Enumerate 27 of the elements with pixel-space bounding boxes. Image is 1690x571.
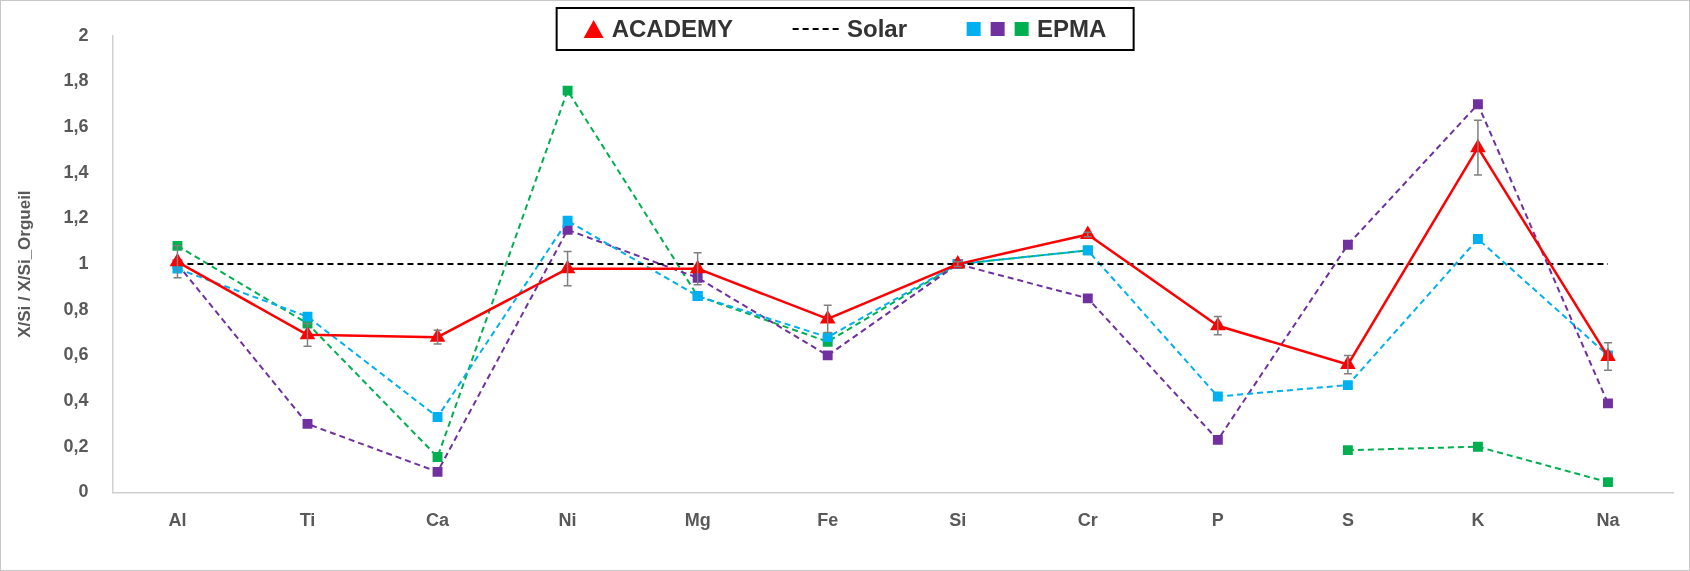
x-tick-label: S (1341, 510, 1354, 531)
x-tick-label: Al (168, 510, 187, 531)
legend-label: EPMA (1037, 15, 1107, 43)
y-tick-label: 1 (78, 253, 89, 274)
y-tick-label: 0,4 (63, 390, 89, 411)
y-tick-label: 1,2 (63, 207, 89, 228)
y-tick-label: 1,4 (63, 161, 89, 182)
x-tick-label: Si (949, 510, 967, 531)
legend-label: ACADEMY (611, 15, 733, 43)
y-tick-label: 2 (78, 24, 89, 45)
y-tick-label: 0,8 (63, 298, 89, 319)
x-tick-label: Ca (426, 510, 451, 531)
legend-label: Solar (846, 15, 908, 43)
x-tick-label: Fe (817, 510, 839, 531)
y-tick-label: 0,2 (63, 435, 89, 456)
y-tick-label: 0,6 (63, 344, 89, 365)
x-tick-label: Ni (558, 510, 577, 531)
x-tick-label: K (1471, 510, 1485, 531)
x-tick-label: P (1211, 510, 1224, 531)
x-tick-label: Mg (684, 510, 711, 531)
x-tick-label: Cr (1077, 510, 1098, 531)
y-tick-label: 1,6 (63, 116, 89, 137)
y-tick-label: 1,8 (63, 70, 89, 91)
y-axis-title: X/Si / X/Si_Orgueil (14, 190, 34, 338)
x-tick-label: Na (1596, 510, 1621, 531)
x-tick-label: Ti (299, 510, 316, 531)
y-tick-label: 0 (78, 481, 89, 502)
